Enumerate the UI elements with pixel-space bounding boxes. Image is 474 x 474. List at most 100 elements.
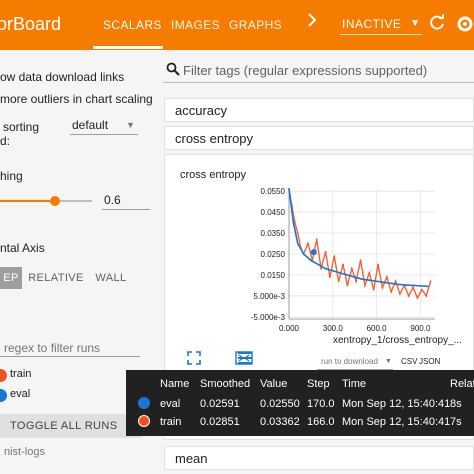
dropdown-arrow-icon: ▼ — [410, 18, 420, 29]
data-point-eval — [361, 278, 363, 281]
data-point-train — [368, 271, 371, 274]
fit-domain-icon[interactable] — [187, 351, 201, 370]
toggle-all-runs-button[interactable]: TOGGLE ALL RUNS — [0, 414, 142, 438]
tag-group-cross-entropy[interactable]: cross entropy — [164, 126, 474, 150]
refresh-icon[interactable] — [428, 14, 446, 37]
run-color-swatch[interactable] — [0, 369, 7, 382]
data-point-train — [381, 286, 384, 289]
tooltip-run-color — [138, 397, 150, 409]
data-point-train — [407, 295, 410, 297]
data-point-train — [307, 242, 309, 245]
tooltip-header-smoothed: Smoothed — [200, 378, 251, 390]
run-filter-placeholder: regex to filter runs — [4, 341, 101, 355]
data-point-train — [293, 221, 296, 224]
show-download-links-checkbox-label[interactable]: ow data download links — [0, 70, 125, 84]
data-point-eval — [310, 259, 312, 262]
smoothing-label: hing — [0, 169, 23, 183]
tab-images[interactable]: IMAGES — [171, 18, 221, 32]
data-point-train — [315, 238, 318, 241]
data-point-train — [359, 259, 362, 262]
horizontal-axis-label: ntal Axis — [0, 241, 45, 255]
tag-group-mean[interactable]: mean — [164, 446, 474, 470]
sorting-label-2: d: — [0, 134, 11, 148]
tooltip-header-relative: Relat — [450, 378, 474, 390]
data-point-train — [364, 284, 366, 287]
y-tick-label: 0.0450 — [261, 208, 286, 217]
axis-relative-button[interactable]: RELATIVE — [28, 272, 84, 284]
top-bar: orBoard SCALARS IMAGES GRAPHS INACTIVE ▼ — [0, 0, 474, 50]
data-point-eval — [375, 280, 378, 283]
data-point-eval — [404, 284, 407, 286]
tooltip-smoothed: 0.02591 — [200, 398, 240, 410]
app-title: orBoard — [0, 14, 62, 34]
data-point-eval — [346, 274, 349, 276]
data-point-train — [320, 267, 323, 270]
data-point-train — [346, 284, 349, 287]
smoothing-input[interactable]: 0.6 — [102, 193, 150, 210]
tab-graphs[interactable]: GRAPHS — [229, 18, 283, 32]
smoothing-slider-handle[interactable] — [50, 196, 61, 206]
y-tick-label: 0.0150 — [261, 271, 286, 280]
data-point-train — [337, 280, 340, 283]
gear-icon[interactable] — [455, 14, 474, 39]
axis-wall-button[interactable]: WALL — [95, 272, 127, 284]
x-tick-label: 0.000 — [279, 324, 300, 333]
data-point-train — [429, 280, 432, 283]
data-point-train — [416, 297, 419, 299]
sorting-label: sorting — [3, 120, 40, 134]
data-point-eval — [331, 269, 334, 272]
chart-svg[interactable]: 0.0550 0.0450 0.0350 0.0250 0.0150 5.000e-3 -5… — [165, 155, 473, 373]
y-tick-label: 0.0550 — [261, 187, 286, 196]
data-point-eval — [419, 284, 422, 287]
run-filter-input[interactable]: regex to filter runs — [0, 340, 140, 357]
data-point-train — [328, 276, 331, 278]
tooltip-step: 170.0 — [307, 398, 335, 410]
data-point-train — [377, 263, 379, 266]
tag-group-title: mean — [175, 451, 208, 466]
data-point-eval — [426, 285, 429, 288]
download-csv-link[interactable]: CSV — [401, 357, 418, 366]
data-point-train — [390, 290, 393, 293]
data-point-eval — [339, 271, 341, 274]
ignore-outliers-checkbox-label[interactable]: more outliers in chart scaling — [0, 92, 153, 106]
data-point-eval — [288, 188, 290, 190]
data-point-train — [355, 280, 358, 283]
tooltip-time: Mon Sep 12, 15:40:41 — [342, 398, 451, 410]
data-point-eval — [353, 276, 356, 278]
tooltip-header-name: Name — [160, 378, 190, 390]
run-name: train — [10, 368, 32, 380]
chart-title: cross entropy — [180, 169, 247, 181]
data-point-train — [394, 280, 397, 283]
tooltip-header-value: Value — [260, 378, 288, 390]
data-point-eval — [412, 284, 414, 287]
data-point-eval — [397, 283, 400, 286]
download-json-link[interactable]: JSON — [419, 357, 441, 366]
run-item-train[interactable]: train — [0, 366, 150, 384]
tooltip-step: 166.0 — [307, 416, 335, 428]
tag-filter-input[interactable]: Filter tags (regular expressions support… — [163, 60, 474, 83]
run-item-eval[interactable]: eval — [0, 386, 150, 404]
data-point-train — [350, 267, 353, 270]
tooltip-smoothed: 0.02851 — [200, 416, 240, 428]
logdir-label: nist-logs — [4, 446, 45, 458]
sorting-value: default — [72, 118, 109, 132]
tooltip-value: 0.03362 — [260, 416, 300, 428]
tooltip-run-name: train — [160, 416, 182, 428]
chevron-right-icon[interactable] — [306, 13, 318, 32]
data-point-eval — [383, 281, 385, 284]
data-point-train — [412, 286, 414, 289]
run-color-swatch[interactable] — [0, 389, 7, 402]
data-point-train — [324, 251, 327, 253]
chart-overlay-label: xentropy_1/cross_entropy_... — [333, 335, 462, 346]
data-point-eval — [390, 282, 393, 285]
tooltip-relative: 8s — [450, 398, 462, 410]
inactive-dashboards-select[interactable]: INACTIVE ▼ — [340, 12, 422, 35]
sorting-select[interactable]: default ▼ — [70, 116, 138, 135]
data-point-train — [333, 255, 336, 257]
data-point-eval — [302, 253, 305, 255]
tooltip-header-step: Step — [307, 378, 330, 390]
run-to-download-select[interactable]: run to download ▼ — [317, 357, 393, 370]
axis-step-button[interactable]: EP — [0, 267, 22, 289]
tag-group-accuracy[interactable]: accuracy — [164, 98, 474, 122]
tab-scalars[interactable]: SCALARS — [103, 18, 162, 32]
